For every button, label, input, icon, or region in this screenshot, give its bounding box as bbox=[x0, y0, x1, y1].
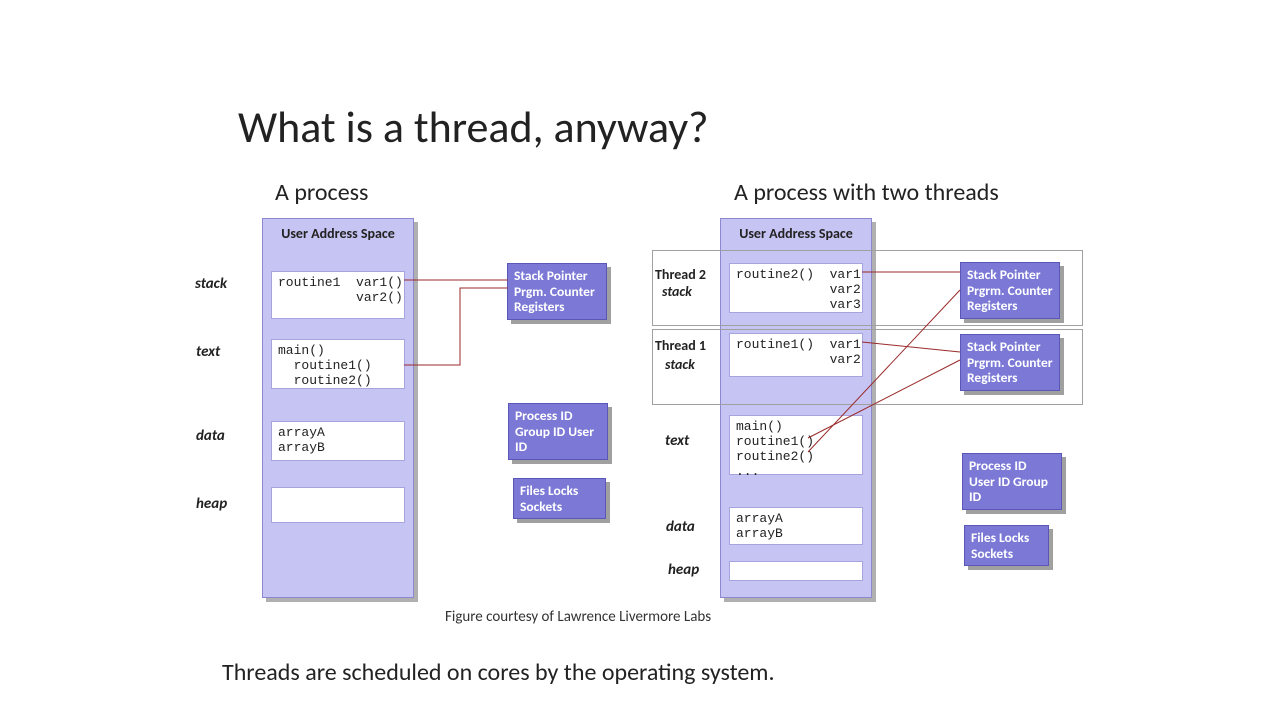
right-info-resources: Files Locks Sockets bbox=[964, 525, 1049, 566]
footer-text: Threads are scheduled on cores by the op… bbox=[222, 658, 775, 687]
right-heap-code bbox=[729, 561, 863, 581]
right-text-code: main() routine1() routine2() ... bbox=[729, 415, 863, 475]
left-addr-box: User Address Space routine1 var1() var2(… bbox=[262, 218, 414, 598]
left-heap-code bbox=[271, 487, 405, 523]
left-info-registers: Stack Pointer Prgm. Counter Registers bbox=[507, 263, 607, 320]
right-info-reg1: Stack Pointer Prgrm. Counter Registers bbox=[960, 262, 1060, 319]
right-data-code: arrayA arrayB bbox=[729, 507, 863, 545]
slide-title: What is a thread, anyway? bbox=[238, 100, 709, 154]
thread2-stack-label: stack bbox=[662, 283, 692, 300]
left-subtitle: A process bbox=[275, 178, 368, 207]
left-label-heap: heap bbox=[196, 495, 227, 513]
right-label-text: text bbox=[665, 432, 689, 450]
left-info-ids: Process ID Group ID User ID bbox=[508, 403, 608, 460]
right-label-data: data bbox=[666, 518, 695, 536]
left-label-stack: stack bbox=[195, 275, 227, 293]
left-label-text: text bbox=[196, 343, 220, 361]
right-addr-header: User Address Space bbox=[721, 219, 871, 246]
right-info-reg2: Stack Pointer Prgrm. Counter Registers bbox=[960, 334, 1060, 391]
left-text-code: main() routine1() routine2() bbox=[271, 339, 405, 389]
left-addr-header: User Address Space bbox=[263, 219, 413, 246]
thread1-label: Thread 1 bbox=[655, 337, 706, 354]
thread1-stack-label: stack bbox=[665, 356, 695, 373]
left-info-resources: Files Locks Sockets bbox=[513, 478, 606, 519]
right-label-heap: heap bbox=[668, 561, 699, 579]
right-subtitle: A process with two threads bbox=[734, 178, 999, 207]
right-info-ids: Process ID User ID Group ID bbox=[962, 453, 1062, 510]
thread2-label: Thread 2 bbox=[655, 266, 706, 283]
left-data-code: arrayA arrayB bbox=[271, 421, 405, 461]
slide: What is a thread, anyway? A process User… bbox=[0, 0, 1280, 720]
left-label-data: data bbox=[196, 427, 225, 445]
figure-caption: Figure courtesy of Lawrence Livermore La… bbox=[445, 608, 711, 626]
left-stack-code: routine1 var1() var2() bbox=[271, 271, 405, 319]
